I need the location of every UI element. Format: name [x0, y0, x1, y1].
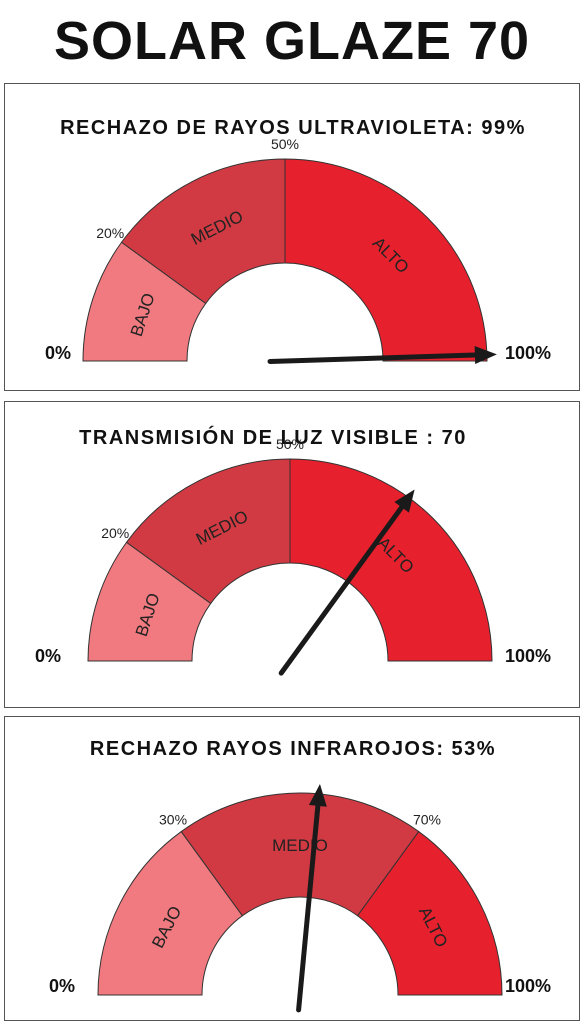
min-label: 0%: [49, 976, 75, 996]
gauge-needle-head: [394, 489, 415, 513]
zone-label-medio: MEDIO: [272, 836, 328, 855]
max-label: 100%: [505, 646, 551, 666]
gauge-title: TRANSMISIÓN DE LUZ VISIBLE : 70: [79, 425, 467, 449]
gauge-needle: [267, 352, 478, 364]
gauge-zone-alto: [356, 830, 503, 996]
gauge-needle-head: [308, 783, 327, 807]
boundary-label: 20%: [96, 225, 124, 241]
gauge-infrared: RECHAZO RAYOS INFRAROJOS: 53%BAJOMEDIOAL…: [49, 738, 551, 1013]
gauge-panel-uv: RECHAZO DE RAYOS ULTRAVIOLETA: 99% BAJO ME…: [4, 83, 580, 391]
gauge-uv: RECHAZO DE RAYOS ULTRAVIOLETA: 99%BAJOME…: [45, 117, 551, 365]
boundary-label: 30%: [159, 811, 187, 827]
gauge-needle: [278, 504, 405, 676]
gauge-visible-light: TRANSMISIÓN DE LUZ VISIBLE : 70BAJOMEDIO…: [35, 425, 551, 676]
boundary-label: 70%: [413, 811, 441, 827]
min-label: 0%: [45, 343, 71, 363]
max-label: 100%: [505, 976, 551, 996]
gauge-title: RECHAZO RAYOS INFRAROJOS: 53%: [90, 738, 496, 760]
gauge-zone-bajo: [97, 830, 244, 996]
gauge-panel-visible-light: TRANSMISIÓN DE LUZ VISIBLE : 70 BAJO MEDIO…: [4, 401, 580, 708]
gauge-zone-medio: [125, 458, 291, 605]
gauge-panel-infrared: RECHAZO RAYOS INFRAROJOS: 53% BAJO MEDIO AL…: [4, 716, 580, 1021]
gauge-zone-alto: [284, 158, 488, 362]
gauge-zone-alto: [289, 458, 493, 662]
gauge-needle-head: [474, 346, 497, 365]
page-title: SOLAR GLAZE 70: [53, 11, 531, 71]
gauge-title: RECHAZO DE RAYOS ULTRAVIOLETA: 99%: [60, 117, 526, 139]
max-label: 100%: [505, 343, 551, 363]
boundary-label: 50%: [276, 436, 304, 452]
boundary-label: 50%: [271, 136, 299, 152]
boundary-label: 20%: [101, 525, 129, 541]
gauge-needle: [296, 803, 321, 1013]
min-label: 0%: [35, 646, 61, 666]
gauge-zone-medio: [120, 158, 286, 305]
gauge-zone-medio: [180, 792, 420, 917]
